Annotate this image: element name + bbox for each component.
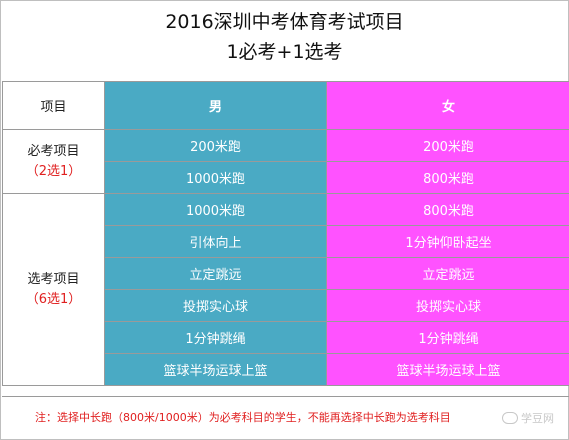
male-cell: 投掷实心球 — [104, 289, 327, 322]
female-cell: 800米跑 — [326, 161, 569, 194]
table-header-row: 项目 男 女 — [2, 81, 569, 130]
table-row: 立定跳远 立定跳远 — [3, 257, 569, 290]
title-line-2: 1必考+1选考 — [226, 41, 343, 63]
watermark: 学豆网 — [502, 410, 554, 426]
male-cell: 1000米跑 — [104, 193, 327, 226]
header-male: 男 — [104, 81, 327, 130]
group-elective-sub: （6选1） — [25, 291, 82, 307]
male-cell: 立定跳远 — [104, 257, 327, 290]
male-cell: 1000米跑 — [104, 161, 327, 194]
footnote: 注：选择中长跑（800米/1000米）为必考科目的学生，不能再选择中长跑为选考科… — [2, 396, 569, 439]
exam-items-table: 项目 男 女 必考项目 （2选1） 200米跑 200米跑 1000米跑 800… — [2, 81, 569, 386]
group-required-sub: （2选1） — [25, 163, 82, 179]
watermark-logo-icon — [502, 412, 518, 424]
group-elective: 选考项目 （6选1） — [2, 193, 105, 386]
table-row: 必考项目 （2选1） 200米跑 200米跑 — [2, 129, 569, 194]
table-row: 引体向上 1分钟仰卧起坐 — [3, 225, 569, 258]
table-row: 投掷实心球 投掷实心球 — [3, 289, 569, 322]
group-elective-label: 选考项目 — [27, 271, 80, 287]
female-cell: 投掷实心球 — [326, 289, 569, 322]
group-required-label: 必考项目 — [27, 143, 80, 159]
male-cell: 引体向上 — [104, 225, 327, 258]
female-cell: 篮球半场运球上篮 — [326, 353, 569, 386]
header-female: 女 — [326, 81, 569, 130]
page-title: 2016深圳中考体育考试项目 1必考+1选考 — [1, 7, 568, 67]
male-cell: 1分钟跳绳 — [104, 321, 327, 354]
female-cell: 1分钟跳绳 — [326, 321, 569, 354]
table-row: 选考项目 （6选1） 1000米跑 800米跑 — [2, 193, 569, 386]
group-required: 必考项目 （2选1） — [2, 129, 105, 194]
female-cell: 立定跳远 — [326, 257, 569, 290]
watermark-text: 学豆网 — [521, 412, 554, 425]
table-row: 篮球半场运球上篮 篮球半场运球上篮 — [3, 353, 569, 386]
female-cell: 200米跑 — [326, 129, 569, 162]
male-cell: 篮球半场运球上篮 — [104, 353, 327, 386]
male-cell: 200米跑 — [104, 129, 327, 162]
female-cell: 1分钟仰卧起坐 — [326, 225, 569, 258]
header-item: 项目 — [2, 81, 105, 130]
title-line-1: 2016深圳中考体育考试项目 — [165, 11, 404, 33]
female-cell: 800米跑 — [326, 193, 569, 226]
